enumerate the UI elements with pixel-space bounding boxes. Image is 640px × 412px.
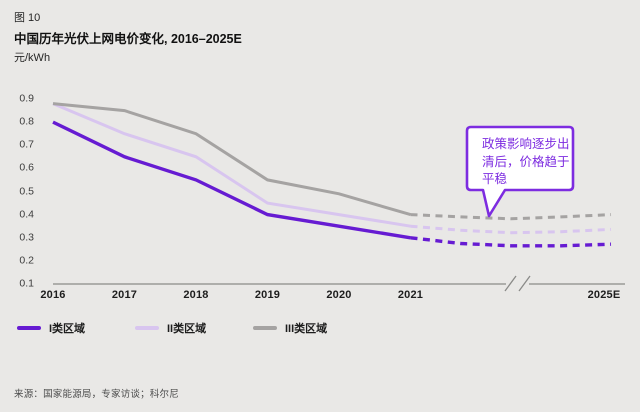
annotation-line: 平稳 (482, 172, 508, 186)
figure-number: 图 10 (14, 12, 41, 24)
x-axis-tick-label: 2016 (40, 289, 66, 301)
line-region-3-projection (410, 213, 612, 221)
annotation-callout-text: 政策影响逐步出 清后，价格趋于 平稳 (482, 136, 572, 189)
line-region-2-historical (52, 102, 411, 228)
legend-label: I类区域 (49, 323, 86, 335)
y-axis-unit-label: 元/kWh (14, 52, 51, 64)
legend-label: III类区域 (285, 323, 328, 335)
y-axis-tick-label: 0.8 (19, 115, 34, 128)
axis-break-slash-icon (504, 275, 517, 292)
legend-swatch-region-1 (17, 326, 41, 330)
x-axis-tick-label: 2019 (254, 289, 281, 301)
source-note: 来源：国家能源局，专家访谈；科尔尼 (14, 389, 179, 400)
x-axis-tick-label: 2025E (587, 289, 621, 301)
legend-item-region-1: I类区域 (17, 321, 85, 335)
legend-swatch-region-2 (135, 326, 159, 330)
x-axis-tick-label: 2020 (326, 289, 352, 301)
y-axis-tick-label: 0.1 (19, 277, 34, 290)
x-axis-tick-label: 2017 (111, 289, 138, 301)
annotation-line: 清后，价格趋于 (482, 154, 570, 169)
y-axis-tick-label: 0.3 (19, 231, 34, 244)
y-axis-tick-label: 0.7 (19, 138, 34, 151)
x-axis: 2016 2017 2018 2019 2020 2021 2025E (0, 289, 640, 305)
y-axis-tick-label: 0.5 (19, 184, 34, 197)
y-axis-tick-label: 0.6 (19, 161, 34, 174)
x-axis-tick-label: 2018 (183, 289, 209, 301)
figure-title: 中国历年光伏上网电价变化, 2016–2025E (14, 32, 242, 46)
x-axis-tick-label: 2021 (397, 289, 424, 301)
legend-swatch-region-3 (253, 326, 277, 330)
chart-header: 图 10 中国历年光伏上网电价变化, 2016–2025E 元/kWh (14, 9, 242, 65)
y-axis-tick-label: 0.4 (19, 207, 34, 220)
line-region-2-projection (410, 224, 612, 235)
annotation-callout-bubble (465, 125, 575, 218)
y-axis-tick-label: 0.2 (19, 254, 34, 267)
y-axis-tick-label: 0.9 (19, 92, 34, 105)
legend-label: II类区域 (167, 323, 207, 335)
axis-break-slash-icon (518, 275, 531, 292)
legend-item-region-3: III类区域 (253, 321, 327, 335)
legend-item-region-2: II类区域 (135, 321, 206, 335)
legend: I类区域 II类区域 III类区域 (0, 321, 640, 335)
annotation-line: 政策影响逐步出 (482, 137, 570, 151)
y-axis: 0.9 0.8 0.7 0.6 0.5 0.4 0.3 0.2 0.1 (0, 0, 34, 412)
line-region-3-historical (52, 102, 411, 217)
line-region-1-historical (52, 120, 411, 240)
series-layer (52, 102, 612, 248)
line-region-1-projection (410, 236, 612, 248)
